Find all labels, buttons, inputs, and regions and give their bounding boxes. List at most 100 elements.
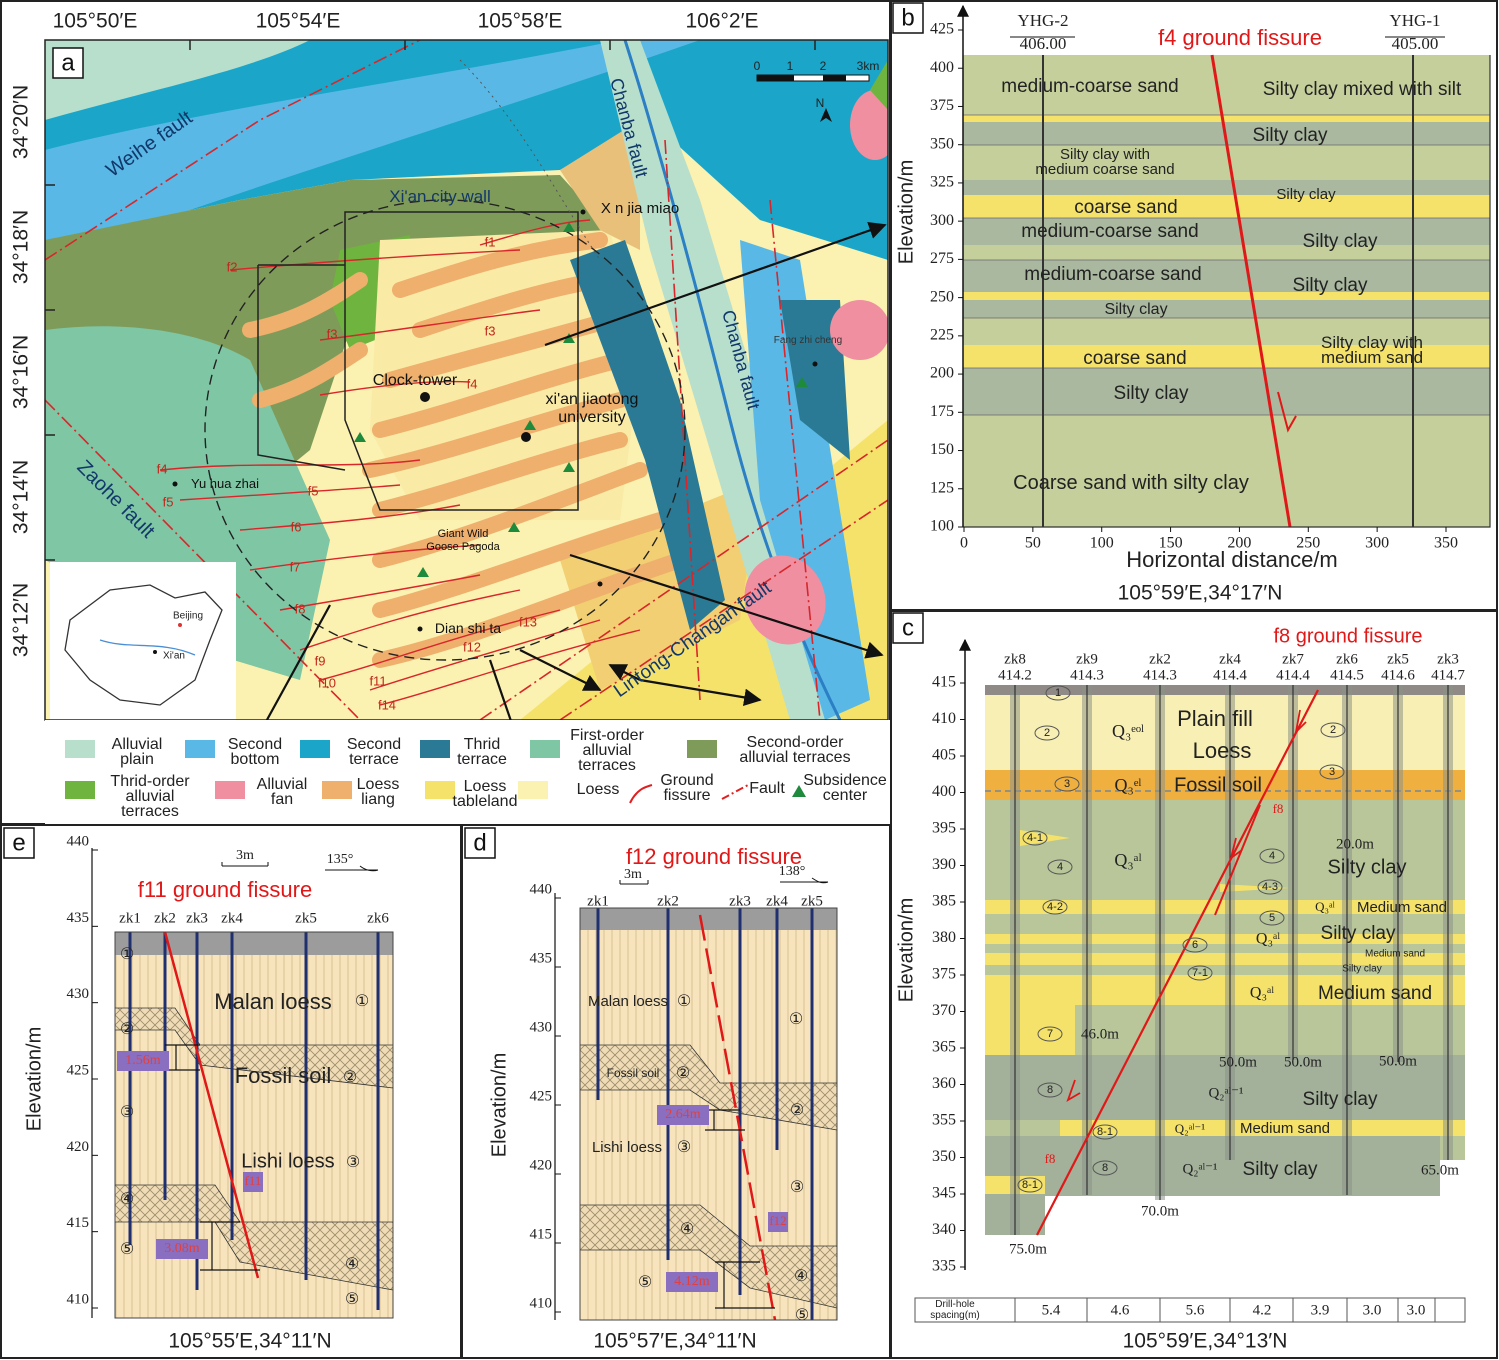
label-line: Drill-hole	[935, 1299, 975, 1310]
place-label: Dian shi ta	[435, 620, 501, 636]
map-graticule	[45, 40, 816, 561]
north-label: N	[816, 96, 825, 110]
y-tick-label: 400	[930, 59, 954, 76]
borehole-name: zk1	[119, 910, 141, 926]
unit-label: 2	[1330, 724, 1336, 736]
legend-label: Fault	[749, 780, 785, 797]
layer-label: medium-coarse sand	[1024, 264, 1201, 285]
panel-label: e	[12, 829, 25, 856]
unit-marker	[1022, 830, 1048, 846]
legend-label: Second terrace	[347, 736, 401, 768]
scale-label: 3km	[857, 59, 880, 73]
unit-label: ⑤	[120, 1241, 134, 1258]
y-tick-label: 350	[932, 1148, 956, 1165]
layer-label: Silty clay	[1303, 231, 1378, 252]
legend-label: Second-order alluvial terraces	[739, 734, 850, 766]
legend-label: Second bottom	[228, 736, 282, 768]
axis-title: Elevation/m	[488, 1053, 510, 1158]
age-label: Q₃ᵉˡ	[1115, 775, 1142, 795]
legend-symbol	[629, 784, 653, 804]
depth-label: 50.0m	[1379, 1053, 1417, 1069]
legend-swatch	[420, 740, 450, 758]
legend-label: Alluvial fan	[257, 776, 308, 808]
depth-label: 46.0m	[1081, 1026, 1119, 1042]
age-label: Q₂ᵃˡ⁻¹	[1208, 1085, 1243, 1101]
label-line: medium-coarse sand	[1021, 221, 1198, 242]
borehole-name: zk5	[295, 910, 317, 926]
scale-bar	[756, 74, 870, 122]
panel-label-box	[892, 2, 924, 34]
fissure-label: f14	[378, 697, 396, 712]
label-line: Silty clay	[1293, 275, 1368, 296]
label-line: Dian shi ta	[435, 620, 501, 636]
label-line: Giant Wild	[438, 528, 489, 540]
legend-swatch	[518, 781, 548, 799]
panel-label-box	[3, 827, 35, 859]
y-tick-label: 425	[67, 1062, 90, 1078]
fissure-label: f11	[245, 1173, 262, 1188]
y-tick-label: 420	[67, 1139, 90, 1155]
y-tick-label: 375	[930, 97, 954, 114]
offset-box	[666, 1272, 718, 1292]
fissure-label: f4	[467, 376, 478, 391]
layer-label: Loess	[1193, 738, 1252, 763]
label-line: terrace	[349, 751, 399, 768]
fissure-label: f5	[163, 494, 174, 509]
y-tick-label: 390	[932, 856, 956, 873]
unit-label: ①	[355, 993, 369, 1010]
legend-swatch	[300, 740, 330, 758]
layer-label: Fossil soil	[235, 1063, 332, 1088]
label-line: Alluvial	[112, 736, 163, 753]
unit-label: 4-1	[1027, 832, 1043, 844]
y-tick-label: 250	[930, 288, 954, 305]
legend-box	[45, 720, 890, 824]
borehole-name: zk6	[1336, 651, 1358, 667]
layer-label: Coarse sand with silty clay	[1013, 472, 1249, 494]
spacing-value: 5.4	[1042, 1302, 1061, 1318]
y-tick-label: 370	[932, 1002, 956, 1019]
longitude-label: 105°58′E	[478, 10, 563, 33]
section-title: f8 ground fissure	[1274, 625, 1423, 647]
spacing-value: 5.6	[1186, 1302, 1205, 1318]
layer-label: Silty clay	[1114, 383, 1189, 404]
label-line: First-order	[570, 727, 644, 744]
layer-label: Plain fill	[1177, 706, 1253, 731]
x-tick-label: 250	[1296, 535, 1320, 552]
spacing-value: 4.6	[1111, 1302, 1130, 1318]
fissure-label: f3	[485, 323, 496, 338]
legend-label: Loess tableland	[453, 778, 518, 810]
y-tick-label: 125	[930, 479, 954, 496]
borehole-name: zk8	[1004, 651, 1026, 667]
layer-label: Lishi loess	[241, 1150, 334, 1172]
unit-label: ③	[790, 1179, 804, 1196]
fissure-label: f8	[1273, 801, 1284, 816]
fissure-label: f8	[295, 601, 306, 616]
unit-marker	[1034, 725, 1060, 741]
unit-label: 4-2	[1047, 901, 1063, 913]
layer-label: Medium sand	[1357, 899, 1447, 916]
scale-label: 0	[754, 59, 761, 73]
label-line: Clock-tower	[373, 372, 458, 389]
fissure-label: f7	[290, 559, 301, 574]
y-tick-label: 150	[930, 441, 954, 458]
latitude-label: 34°14′N	[10, 460, 33, 534]
borehole-name: zk4	[766, 893, 788, 909]
layer-label: Silty clay	[1342, 964, 1381, 975]
legend-symbol	[721, 784, 749, 800]
y-tick-label: 435	[530, 950, 553, 966]
borehole-name: zk4	[1219, 651, 1241, 667]
layer-label: Silty clay with medium coarse sand	[1035, 146, 1174, 178]
depth-label: 75.0m	[1009, 1241, 1047, 1257]
section-d	[554, 877, 838, 1321]
borehole-elevation: 414.3	[1070, 667, 1104, 683]
fissure-label: f8	[1045, 1151, 1056, 1166]
y-tick-label: 400	[932, 783, 956, 800]
label-line: fissure	[663, 787, 710, 804]
unit-label: 8	[1047, 1084, 1053, 1096]
unit-label: ②	[676, 1065, 690, 1082]
panel-label: a	[61, 49, 75, 76]
fissure-label: f1	[485, 234, 496, 249]
section-b	[957, 4, 1491, 528]
fissure-label: f11	[369, 673, 386, 688]
